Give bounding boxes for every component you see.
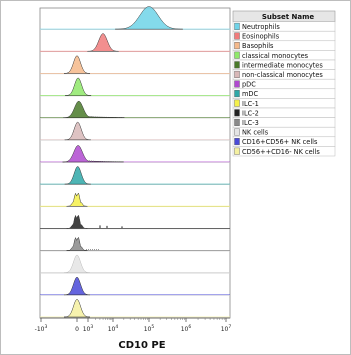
legend-label: Eosinophils <box>242 33 280 41</box>
x-tick-label: 107 <box>221 324 232 333</box>
x-axis: -103 0 103 104 105 106 107 <box>35 317 232 333</box>
legend-swatch <box>234 99 240 107</box>
histogram-neutrophils <box>40 6 230 30</box>
histogram-basophils <box>40 55 230 75</box>
legend-entry: ILC-3 <box>232 117 336 128</box>
legend-label: CD16+CD56+ NK cells <box>242 138 318 146</box>
histogram-curve <box>63 55 91 74</box>
legend-label: Basophils <box>242 42 274 50</box>
histogram-nk-cells <box>40 254 230 274</box>
x-tick-label: 103 <box>83 324 94 333</box>
legend-swatch <box>234 128 240 136</box>
histogram-curve <box>66 236 88 251</box>
x-tick-label: 105 <box>144 324 155 333</box>
legend-entry: ILC-1 <box>232 98 336 109</box>
histogram-ilc-3 <box>40 236 230 252</box>
legend-swatch <box>234 90 240 98</box>
legend-entry: Neutrophils <box>232 21 336 32</box>
legend-swatch <box>234 51 240 59</box>
histogram-curve <box>63 254 91 273</box>
histogram-curve <box>63 100 126 118</box>
legend-swatch <box>234 109 240 117</box>
histogram-cd56-cd16-nk-cells <box>40 298 230 318</box>
legend-entry: CD56++CD16- NK cells <box>232 146 336 157</box>
x-tick-label: 0 <box>75 326 79 333</box>
legend-label: classical monocytes <box>242 52 309 60</box>
histogram-cd16-cd56-nk-cells <box>40 276 230 296</box>
legend-swatch <box>234 70 240 78</box>
legend-swatch <box>234 42 240 50</box>
legend-label: ILC-3 <box>242 119 259 127</box>
histogram-curve <box>66 214 88 229</box>
legend-entry: intermediate monocytes <box>232 59 336 70</box>
histogram-pdc <box>40 145 230 163</box>
legend-entry: pDC <box>232 78 336 90</box>
histogram-classical-monocytes <box>40 77 230 97</box>
legend-entry: mDC <box>232 88 336 99</box>
legend-label: NK cells <box>242 129 269 137</box>
legend-label: intermediate monocytes <box>242 61 323 69</box>
histogram-mdc <box>40 166 230 185</box>
x-tick-label: 104 <box>108 324 119 333</box>
histogram-ilc-2 <box>40 214 230 230</box>
legend-swatch <box>234 147 240 155</box>
x-tick-label: 106 <box>181 324 192 333</box>
legend-label: mDC <box>242 90 259 98</box>
legend-swatch <box>234 138 240 146</box>
histogram-curve <box>64 121 92 141</box>
histogram-ilc-1 <box>40 192 230 208</box>
legend-entry: Eosinophils <box>232 30 336 42</box>
legend-swatch <box>234 61 240 69</box>
legend-swatch <box>234 32 240 40</box>
legend-entry: Basophils <box>232 40 336 51</box>
legend-label: CD56++CD16- NK cells <box>242 148 320 156</box>
legend-entry: non-classical monocytes <box>232 69 336 80</box>
legend-entry: CD16+CD56+ NK cells <box>232 136 336 147</box>
legend-label: non-classical monocytes <box>242 71 323 79</box>
legend-swatch <box>234 80 240 88</box>
histogram-curve <box>114 6 183 30</box>
legend-label: pDC <box>242 81 256 89</box>
legend-label: ILC-2 <box>242 109 259 117</box>
legend-entry: NK cells <box>232 126 336 138</box>
histogram-curve <box>64 77 92 96</box>
legend-label: ILC-1 <box>242 100 259 108</box>
x-axis-label: CD10 PE <box>118 340 165 351</box>
histogram-non-classical-monocytes <box>40 121 230 141</box>
histogram-curve <box>63 276 91 296</box>
legend-entry: ILC-2 <box>232 107 336 118</box>
histogram-curve <box>87 33 119 52</box>
legend-row <box>232 146 336 157</box>
histogram-curve <box>62 145 125 163</box>
legend: Subset Name Neutrophils EosinophilsBasophi… <box>232 10 336 157</box>
histogram-eosinophils <box>40 33 230 53</box>
legend-label: Neutrophils <box>242 23 280 31</box>
histogram-intermediate-monocytes <box>40 100 230 119</box>
x-tick-label: -103 <box>35 324 48 333</box>
legend-swatch <box>234 22 240 30</box>
legend-entry: classical monocytes <box>232 50 336 61</box>
plot-area <box>39 6 231 319</box>
legend-title: Subset Name <box>262 13 315 21</box>
histogram-curve <box>64 166 92 185</box>
legend-swatch <box>234 118 240 126</box>
histogram-curve <box>63 298 91 318</box>
histogram-curve <box>66 192 88 207</box>
